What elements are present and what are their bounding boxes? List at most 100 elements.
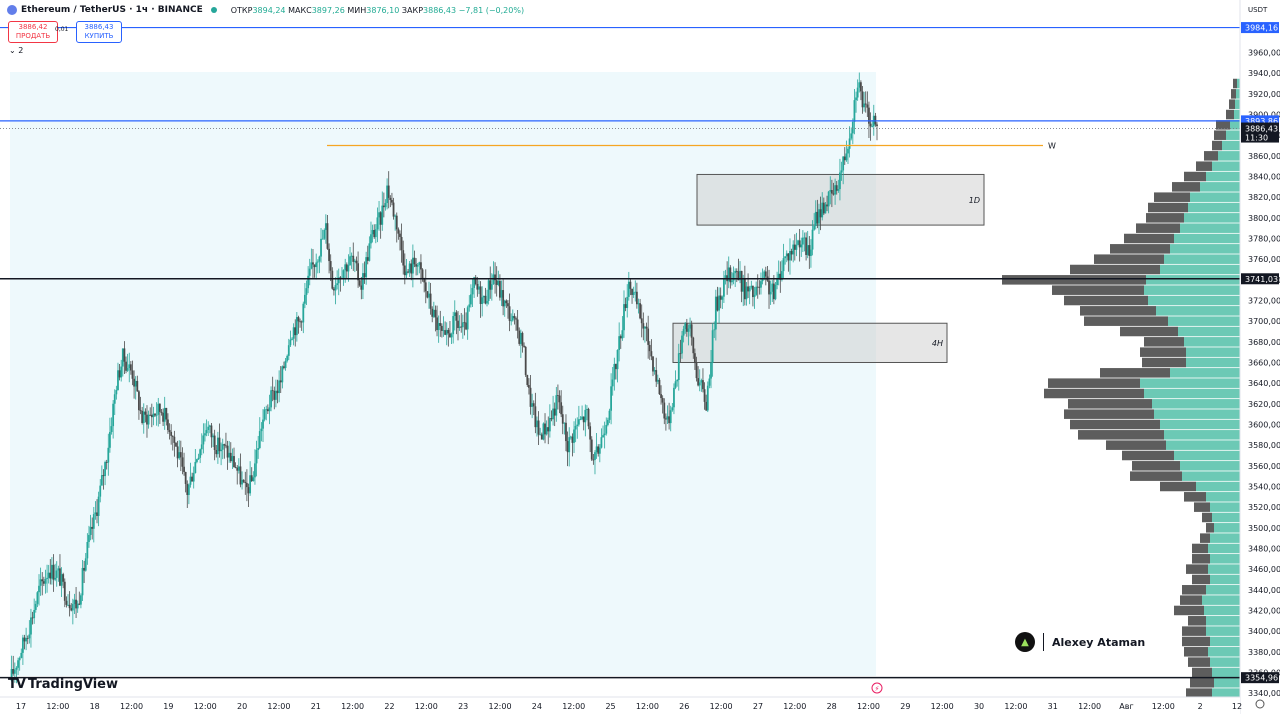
- candle-body: [718, 295, 720, 311]
- candle-body: [821, 202, 824, 218]
- profile-bar-down: [1226, 109, 1234, 120]
- profile-bar-down: [1190, 678, 1214, 688]
- candle-body: [357, 263, 359, 281]
- time-axis[interactable]: 17 12:00 18 12:00 19 12:00 20 12:00 21 12:00 22 12:…: [16, 702, 1242, 711]
- candle-body: [228, 452, 231, 458]
- candle-body: [216, 437, 219, 455]
- profile-bar-up: [1210, 636, 1240, 647]
- candle-body: [141, 410, 144, 423]
- candle-body: [42, 581, 45, 584]
- candle-body: [129, 364, 132, 371]
- profile-bar-down: [1064, 409, 1154, 419]
- time-tick-label: 29: [900, 702, 910, 711]
- candle-body: [840, 170, 843, 173]
- sell-button[interactable]: 3886,42 ПРОДАТЬ: [8, 21, 58, 43]
- candle-body: [584, 409, 587, 423]
- profile-bar-down: [1196, 161, 1212, 171]
- candle-body: [648, 344, 651, 352]
- candle-body: [613, 363, 616, 380]
- candle-body: [276, 390, 279, 394]
- currency-label[interactable]: USDT: [1248, 6, 1268, 14]
- high-label: МАКС: [288, 5, 312, 15]
- time-tick-label: 12:00: [636, 702, 659, 711]
- profile-bar-up: [1180, 461, 1240, 471]
- tradingview-logo[interactable]: TV TradingView: [8, 677, 118, 692]
- candle-body: [777, 273, 780, 280]
- time-tick-label: 12:00: [710, 702, 733, 711]
- candle-body: [829, 190, 832, 192]
- symbol-title[interactable]: Ethereum / TetherUS · 1ч · BINANCE: [21, 5, 203, 15]
- candle-body: [299, 321, 301, 323]
- settings-gear-icon[interactable]: [1255, 699, 1265, 709]
- profile-bar-up: [1214, 523, 1240, 533]
- candle-body: [471, 287, 474, 295]
- candle-body: [489, 280, 492, 290]
- candle-body: [374, 229, 377, 238]
- sell-price: 3886,42: [18, 23, 48, 31]
- candle-body: [287, 345, 290, 356]
- candle-body: [805, 237, 807, 255]
- candle-body: [89, 526, 92, 535]
- price-tick-label: 3620,00: [1248, 400, 1280, 409]
- time-tick-label: 12:00: [857, 702, 880, 711]
- candle-body: [690, 324, 693, 338]
- price-axis[interactable]: 3960,003940,003920,003900,003880,003860,…: [1248, 49, 1280, 699]
- profile-bar-up: [1156, 306, 1240, 316]
- candle-body: [399, 233, 401, 237]
- candle-body: [848, 138, 851, 149]
- candle-body: [544, 423, 546, 435]
- candle-body: [619, 336, 622, 339]
- candle-body: [816, 211, 819, 224]
- candle-body: [716, 296, 719, 311]
- current-price-label: 3886,43: [1245, 125, 1278, 134]
- profile-bar-up: [1212, 161, 1240, 171]
- candle-body: [113, 394, 116, 404]
- buy-button[interactable]: 3886,43 КУПИТЬ: [76, 21, 122, 43]
- candle-body: [349, 256, 351, 266]
- candle-body: [811, 229, 814, 250]
- time-tick-label: 12:00: [120, 702, 143, 711]
- candle-body: [761, 278, 764, 282]
- candle-body: [487, 280, 490, 301]
- candle-body: [407, 271, 409, 273]
- candle-body: [702, 380, 704, 390]
- indicators-toggle[interactable]: ⌄ 2: [9, 46, 23, 55]
- candle-body: [565, 422, 567, 442]
- candle-body: [38, 585, 40, 593]
- candle-body: [370, 234, 372, 244]
- candle-body: [295, 317, 298, 336]
- candle-body: [179, 452, 182, 458]
- candle-body: [781, 271, 783, 280]
- profile-bar-down: [1184, 492, 1206, 502]
- candle-body: [255, 450, 258, 464]
- candle-body: [495, 280, 498, 285]
- price-tick-label: 3600,00: [1248, 420, 1280, 429]
- candle-body: [83, 567, 86, 571]
- time-tick-label: 12:00: [931, 702, 954, 711]
- candle-body: [582, 416, 585, 423]
- candle-body: [703, 389, 706, 402]
- profile-bar-down: [1231, 89, 1236, 99]
- candle-body: [429, 293, 432, 309]
- profile-bar-down: [1180, 595, 1202, 605]
- candle-body: [160, 411, 163, 413]
- candle-body: [843, 156, 846, 161]
- price-label-3741-bg: [1241, 273, 1279, 285]
- profile-bar-up: [1140, 378, 1240, 388]
- candle-body: [110, 426, 113, 433]
- candle-body: [331, 270, 334, 289]
- candle-body: [275, 390, 277, 400]
- profile-bar-down: [1044, 388, 1144, 399]
- profile-bar-up: [1170, 244, 1240, 254]
- profile-bar-down: [1002, 275, 1146, 285]
- candle-body: [598, 447, 601, 454]
- time-tick-label: 31: [1048, 702, 1058, 711]
- dividends-event-icon[interactable]: [871, 682, 883, 694]
- candle-body: [595, 446, 598, 453]
- profile-bar-down: [1233, 78, 1237, 89]
- candle-body: [207, 426, 210, 431]
- candle-body: [656, 379, 659, 382]
- candle-body: [204, 433, 206, 436]
- candle-body: [808, 245, 811, 256]
